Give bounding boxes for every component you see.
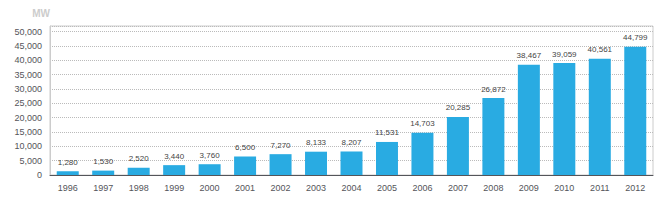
svg-text:40,000: 40,000: [14, 55, 42, 65]
svg-text:3,440: 3,440: [164, 152, 185, 161]
svg-text:38,467: 38,467: [517, 51, 542, 60]
svg-text:2009: 2009: [519, 183, 539, 193]
svg-text:0: 0: [37, 170, 42, 180]
svg-text:6,500: 6,500: [235, 143, 256, 152]
svg-text:25,000: 25,000: [14, 98, 42, 108]
svg-text:39,059: 39,059: [552, 50, 577, 59]
svg-text:30,000: 30,000: [14, 84, 42, 94]
svg-text:2011: 2011: [590, 183, 609, 193]
svg-text:35,000: 35,000: [14, 70, 42, 80]
svg-text:45,000: 45,000: [14, 41, 42, 51]
svg-text:2007: 2007: [448, 183, 468, 193]
svg-text:2012: 2012: [625, 183, 645, 193]
svg-text:2005: 2005: [377, 183, 397, 193]
svg-text:1998: 1998: [129, 183, 149, 193]
svg-text:50,000: 50,000: [14, 27, 42, 37]
svg-text:26,872: 26,872: [481, 85, 506, 94]
svg-text:20,285: 20,285: [446, 103, 471, 112]
svg-text:2003: 2003: [306, 183, 326, 193]
svg-text:2000: 2000: [200, 183, 220, 193]
svg-text:MW: MW: [32, 8, 50, 19]
svg-text:11,531: 11,531: [375, 128, 399, 137]
svg-text:40,561: 40,561: [588, 45, 613, 54]
svg-text:15,000: 15,000: [14, 127, 42, 137]
svg-text:2010: 2010: [554, 183, 574, 193]
svg-text:1,530: 1,530: [93, 157, 114, 166]
svg-text:5,000: 5,000: [19, 156, 42, 166]
svg-text:7,270: 7,270: [271, 141, 292, 150]
svg-text:2008: 2008: [483, 183, 503, 193]
svg-text:2004: 2004: [341, 183, 361, 193]
svg-text:1996: 1996: [58, 183, 78, 193]
svg-text:8,133: 8,133: [306, 138, 327, 147]
svg-text:1997: 1997: [93, 183, 113, 193]
svg-text:1,280: 1,280: [58, 158, 79, 167]
svg-text:2006: 2006: [412, 183, 432, 193]
svg-text:2002: 2002: [271, 183, 291, 193]
svg-text:10,000: 10,000: [14, 141, 42, 151]
svg-text:3,760: 3,760: [200, 151, 221, 160]
svg-text:2001: 2001: [235, 183, 255, 193]
svg-text:8,207: 8,207: [341, 138, 362, 147]
svg-text:44,799: 44,799: [623, 33, 648, 42]
svg-text:2,520: 2,520: [129, 154, 150, 163]
svg-text:1999: 1999: [164, 183, 184, 193]
svg-text:14,703: 14,703: [410, 119, 435, 128]
svg-text:20,000: 20,000: [14, 113, 42, 123]
